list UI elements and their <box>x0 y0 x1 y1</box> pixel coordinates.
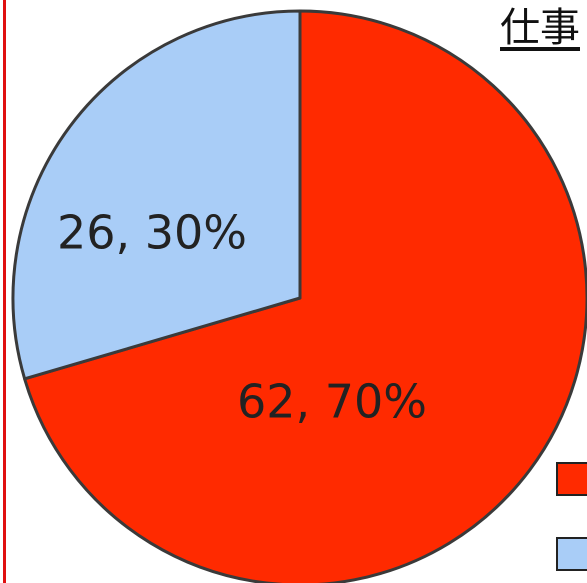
pie-slice-label-1: 26, 30% <box>57 206 247 260</box>
pie-slice-0 <box>23 9 587 583</box>
pie-slices <box>11 9 587 583</box>
left-border <box>0 0 6 583</box>
pie-slice-label-0: 62, 70% <box>237 375 427 429</box>
chart-title: 仕事 <box>500 5 580 51</box>
pie-slice-1 <box>11 9 302 381</box>
pie-labels: 62, 70% 26, 30% <box>57 206 427 429</box>
legend-swatch-0 <box>556 462 587 496</box>
legend-swatch-1 <box>556 537 587 571</box>
